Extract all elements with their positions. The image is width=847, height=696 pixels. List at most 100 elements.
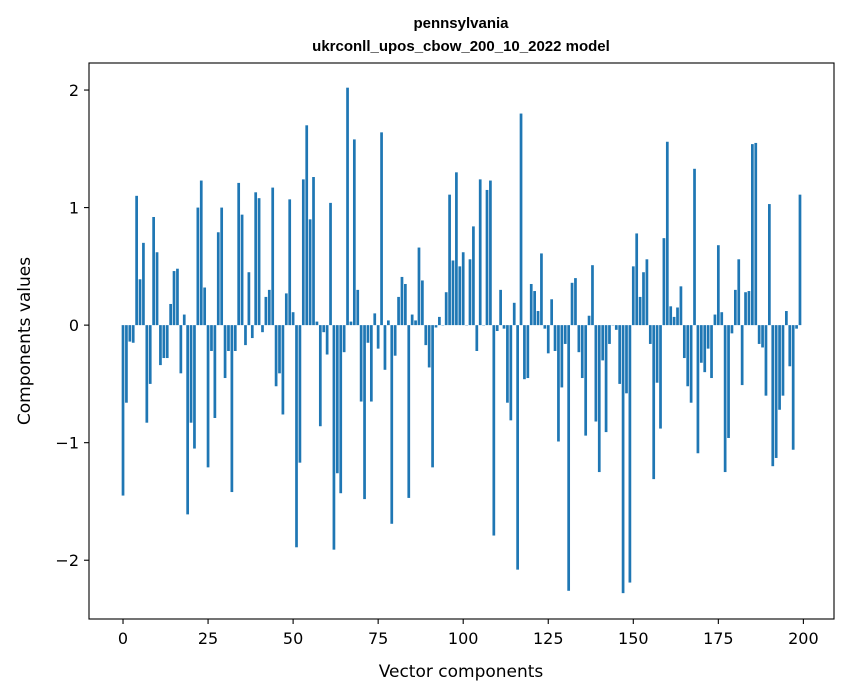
bar-88 (421, 280, 424, 326)
bar-152 (638, 296, 642, 326)
bar-51 (295, 325, 298, 548)
bar-189 (764, 325, 768, 396)
bar-197 (791, 325, 795, 450)
bar-137 (587, 315, 591, 326)
bar-9 (152, 216, 155, 326)
bar-188 (761, 325, 764, 348)
bar-33 (233, 325, 237, 351)
bar-67 (349, 321, 353, 326)
bar-64 (339, 325, 343, 494)
bar-177 (723, 325, 727, 473)
bar-45 (274, 325, 278, 387)
bar-3 (131, 325, 135, 343)
x-axis-label: Vector components (379, 662, 544, 682)
bar-159 (662, 238, 666, 326)
y-tick-label: 0 (69, 316, 79, 335)
bar-98 (455, 172, 458, 326)
bar-125 (546, 325, 550, 354)
bar-82 (400, 276, 404, 326)
bar-23 (199, 180, 203, 326)
bar-123 (540, 253, 543, 326)
bar-190 (768, 204, 771, 326)
bar-16 (176, 268, 179, 326)
bar-37 (247, 272, 251, 326)
bar-65 (342, 325, 346, 353)
bar-173 (710, 325, 713, 379)
bar-54 (305, 125, 309, 326)
bar-69 (356, 289, 360, 326)
bar-127 (553, 325, 557, 351)
bar-193 (778, 325, 781, 410)
bar-184 (747, 291, 751, 326)
bar-135 (580, 325, 584, 379)
bar-102 (468, 259, 472, 326)
bar-12 (162, 325, 166, 359)
bar-160 (665, 141, 669, 326)
y-axis-label: Components values (15, 257, 35, 425)
bar-168 (693, 168, 696, 326)
bar-59 (322, 325, 326, 333)
bar-31 (227, 325, 230, 351)
bar-72 (366, 325, 370, 343)
bar-7 (145, 325, 149, 423)
bar-140 (597, 325, 601, 473)
x-tick-label: 125 (533, 629, 564, 648)
bar-109 (492, 325, 496, 536)
x-tick-label: 100 (448, 629, 479, 648)
y-tick-label: −1 (55, 434, 79, 453)
bar-92 (434, 325, 438, 328)
bar-138 (591, 265, 594, 326)
bar-195 (785, 311, 788, 326)
bar-180 (733, 289, 737, 326)
bar-28 (216, 232, 220, 326)
bar-76 (380, 132, 383, 326)
bar-136 (584, 325, 588, 436)
bar-166 (686, 325, 690, 387)
bar-172 (706, 325, 710, 349)
bar-39 (254, 192, 258, 326)
bar-155 (648, 325, 652, 344)
bar-191 (771, 325, 775, 467)
bar-63 (335, 325, 339, 474)
chart-subtitle: ukrconll_upos_cbow_200_10_2022 model (312, 38, 610, 55)
bar-44 (271, 187, 275, 326)
bar-83 (404, 283, 407, 326)
bar-156 (652, 325, 656, 480)
bar-19 (186, 325, 190, 515)
bar-115 (512, 302, 516, 326)
bar-68 (352, 139, 356, 326)
bar-74 (373, 313, 377, 326)
bar-111 (499, 289, 502, 326)
bar-157 (655, 325, 659, 383)
bar-75 (376, 325, 380, 349)
bar-187 (757, 325, 761, 344)
bar-104 (475, 325, 479, 351)
x-tick-label: 200 (788, 629, 819, 648)
bar-60 (325, 325, 329, 355)
bar-49 (288, 199, 292, 326)
bar-178 (727, 325, 730, 438)
bar-185 (751, 144, 754, 326)
bar-8 (148, 325, 152, 384)
bar-100 (461, 252, 465, 326)
bar-87 (417, 247, 421, 326)
y-tick-label: −2 (55, 551, 79, 570)
bar-165 (682, 325, 686, 359)
bar-42 (264, 296, 268, 326)
bar-30 (223, 325, 227, 379)
x-tick-label: 25 (198, 629, 218, 648)
bar-132 (570, 282, 574, 326)
bar-118 (523, 325, 526, 380)
bar-103 (472, 226, 475, 326)
bar-71 (363, 325, 366, 500)
bar-171 (703, 325, 707, 373)
bar-154 (645, 259, 649, 326)
x-axis-ticks: 0 25 50 75 100 125 150 175 200 (118, 619, 819, 648)
bar-164 (679, 286, 683, 326)
x-tick-label: 50 (283, 629, 303, 648)
bar-139 (594, 325, 598, 422)
bar-17 (179, 325, 183, 374)
bar-107 (485, 189, 489, 326)
bar-91 (431, 325, 434, 468)
bar-129 (560, 325, 564, 388)
